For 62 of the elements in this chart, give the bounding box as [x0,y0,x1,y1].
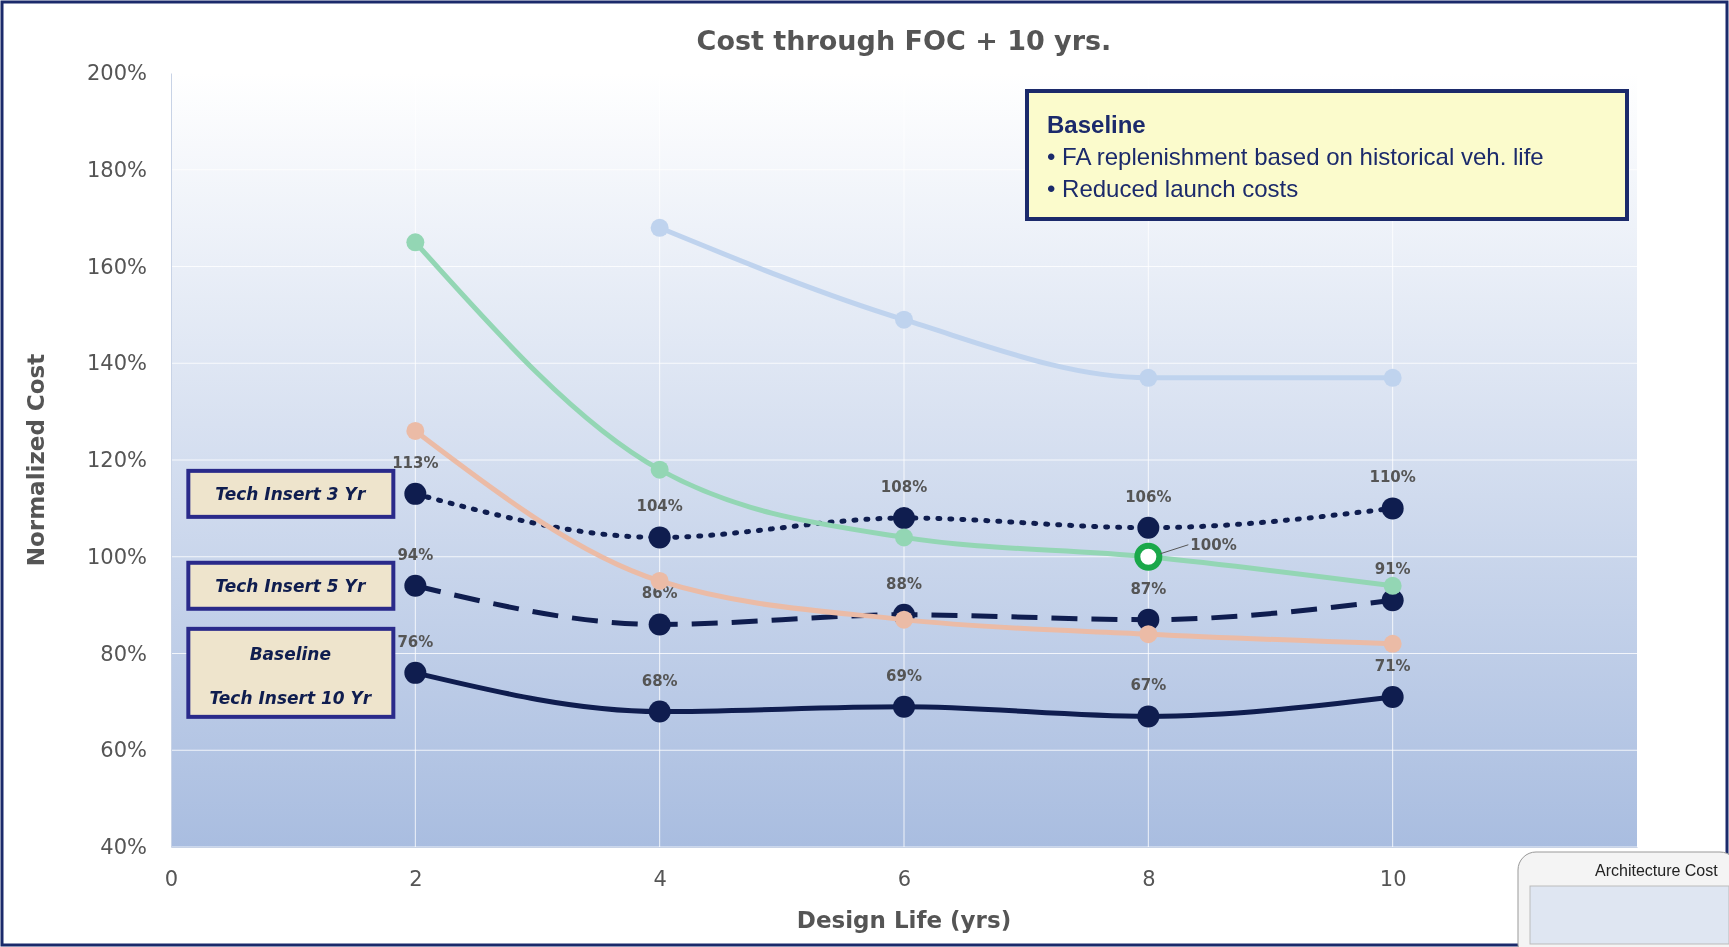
data-label: 69% [886,666,922,685]
y-tick-label: 200% [86,61,147,86]
point [404,482,427,505]
point [1381,686,1404,709]
point [404,574,427,597]
label-box: Tech Insert 3 Yr [186,468,396,519]
y-tick-label: 180% [86,157,147,182]
point [648,700,671,723]
y-tick-label: 60% [100,738,147,763]
data-label: 91% [1374,560,1411,579]
point [648,613,671,636]
point [1139,368,1158,387]
point [650,460,669,479]
data-label: 71% [1374,657,1411,676]
point [406,233,425,252]
point [404,661,427,684]
data-label: 108% [880,478,928,497]
text: Architecture Cost [1595,862,1719,879]
annotation: Baseline • FA replenishment based on historical veh. life • Reduced launch costs [1047,111,1544,202]
point [895,610,913,629]
data-label: 106% [1125,487,1172,506]
data-label: 76% [397,632,434,651]
x-tick-label: 2 [409,866,423,891]
data-label: 88% [886,574,922,593]
note-box: Baseline • FA replenishment based on historical veh. life • Reduced launch costs [1025,89,1629,221]
y-axis-title: Normalized Cost [23,353,49,567]
label-box: Baseline Tech Insert 10 Yr [186,626,396,719]
x-axis-title: Design Life (yrs) [796,907,1012,933]
point [648,526,671,549]
point [895,310,913,329]
data-label: 68% [641,671,678,690]
point [1139,625,1158,644]
point [893,695,915,718]
point [1137,516,1160,539]
data-label: 87% [1130,579,1167,598]
point [1383,368,1402,387]
label-box: Tech Insert 5 Yr [186,560,396,611]
x-tick-label: 8 [1142,866,1156,891]
point [1137,705,1160,728]
data-label: 94% [397,545,434,564]
point [406,421,425,440]
y-tick-label: 100% [86,544,147,569]
data-label: 110% [1369,468,1416,487]
y-tick-label: 120% [86,448,147,473]
annotation: 100% [1190,535,1237,554]
y-tick-label: 140% [86,351,147,376]
x-tick-label: 4 [653,866,667,891]
y-tick-label: 160% [86,254,147,279]
x-tick-label: 0 [164,866,179,891]
data-label: 104% [636,497,683,516]
data-label: 67% [1130,676,1167,695]
point [1383,634,1402,653]
x-tick-label: 6 [897,866,912,891]
y-tick-label: 40% [100,835,147,860]
point [895,528,913,547]
y-tick-label: 80% [100,641,147,666]
point [1383,576,1402,595]
chart-title: Cost through FOC + 10 yrs. [696,25,1112,56]
point [650,218,669,237]
point [1381,497,1404,520]
x-tick-label: 10 [1379,866,1407,891]
point [893,507,915,530]
